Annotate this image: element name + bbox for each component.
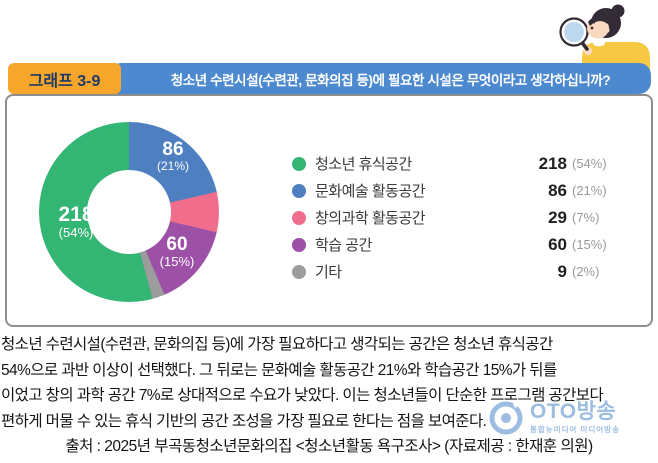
legend-dot-icon <box>292 156 306 171</box>
legend-dot-icon <box>292 210 306 225</box>
commentary-paragraph: 청소년 수련시설(수련관, 문화의집 등)에 가장 필요하다고 생각되는 공간은… <box>1 332 657 434</box>
commentary-line: 54%으로 과반 이상이 선택했다. 그 뒤로는 문화예술 활동공간 21%와 … <box>1 361 557 379</box>
legend-dot-icon <box>292 264 306 279</box>
chart-card: 218 (54%) 86 (21%) 60 (15%) 청소년 휴식공간 218… <box>5 94 653 327</box>
legend-dot-icon <box>292 237 306 252</box>
chart-legend: 청소년 휴식공간 218 (54%) 문화예술 활동공간 86 (21%) 창의… <box>292 150 622 285</box>
graph-number-label: 그래프 3-9 <box>28 72 101 90</box>
legend-row: 청소년 휴식공간 218 (54%) <box>292 150 622 177</box>
legend-row: 창의과학 활동공간 29 (7%) <box>292 204 622 231</box>
legend-row: 문화예술 활동공간 86 (21%) <box>292 177 622 204</box>
slice-label-rest-space: 218 (54%) <box>58 203 94 241</box>
graph-number-tab: 그래프 3-9 <box>8 63 121 94</box>
commentary-line: 편하게 머물 수 있는 휴식 기반의 공간 조성을 가장 필요로 한다는 점을 … <box>1 412 487 430</box>
chart-title: 청소년 수련시설(수련관, 문화의집 등)에 필요한 시설은 무엇이라고 생각하… <box>170 72 611 88</box>
legend-row: 기타 9 (2%) <box>292 258 622 285</box>
donut-hole <box>87 170 171 254</box>
slice-label-culture-art: 86 (21%) <box>156 139 189 173</box>
commentary-line: 이었고 창의 과학 공간 7%로 상대적으로 수요가 낮았다. 이는 청소년들이… <box>1 387 604 404</box>
legend-dot-icon <box>292 183 306 198</box>
donut-chart: 218 (54%) 86 (21%) 60 (15%) <box>39 122 219 302</box>
commentary-line: 청소년 수련시설(수련관, 문화의집 등)에 가장 필요하다고 생각되는 공간은… <box>1 336 553 353</box>
source-citation: 출처 : 2025년 부곡동청소년문화의집 <청소년활동 욕구조사> (자료제공… <box>65 438 593 455</box>
legend-row: 학습 공간 60 (15%) <box>292 231 622 258</box>
slice-label-study-space: 60 (15%) <box>159 234 195 269</box>
chart-title-bar: 청소년 수련시설(수련관, 문화의집 등)에 필요한 시설은 무엇이라고 생각하… <box>104 63 651 94</box>
